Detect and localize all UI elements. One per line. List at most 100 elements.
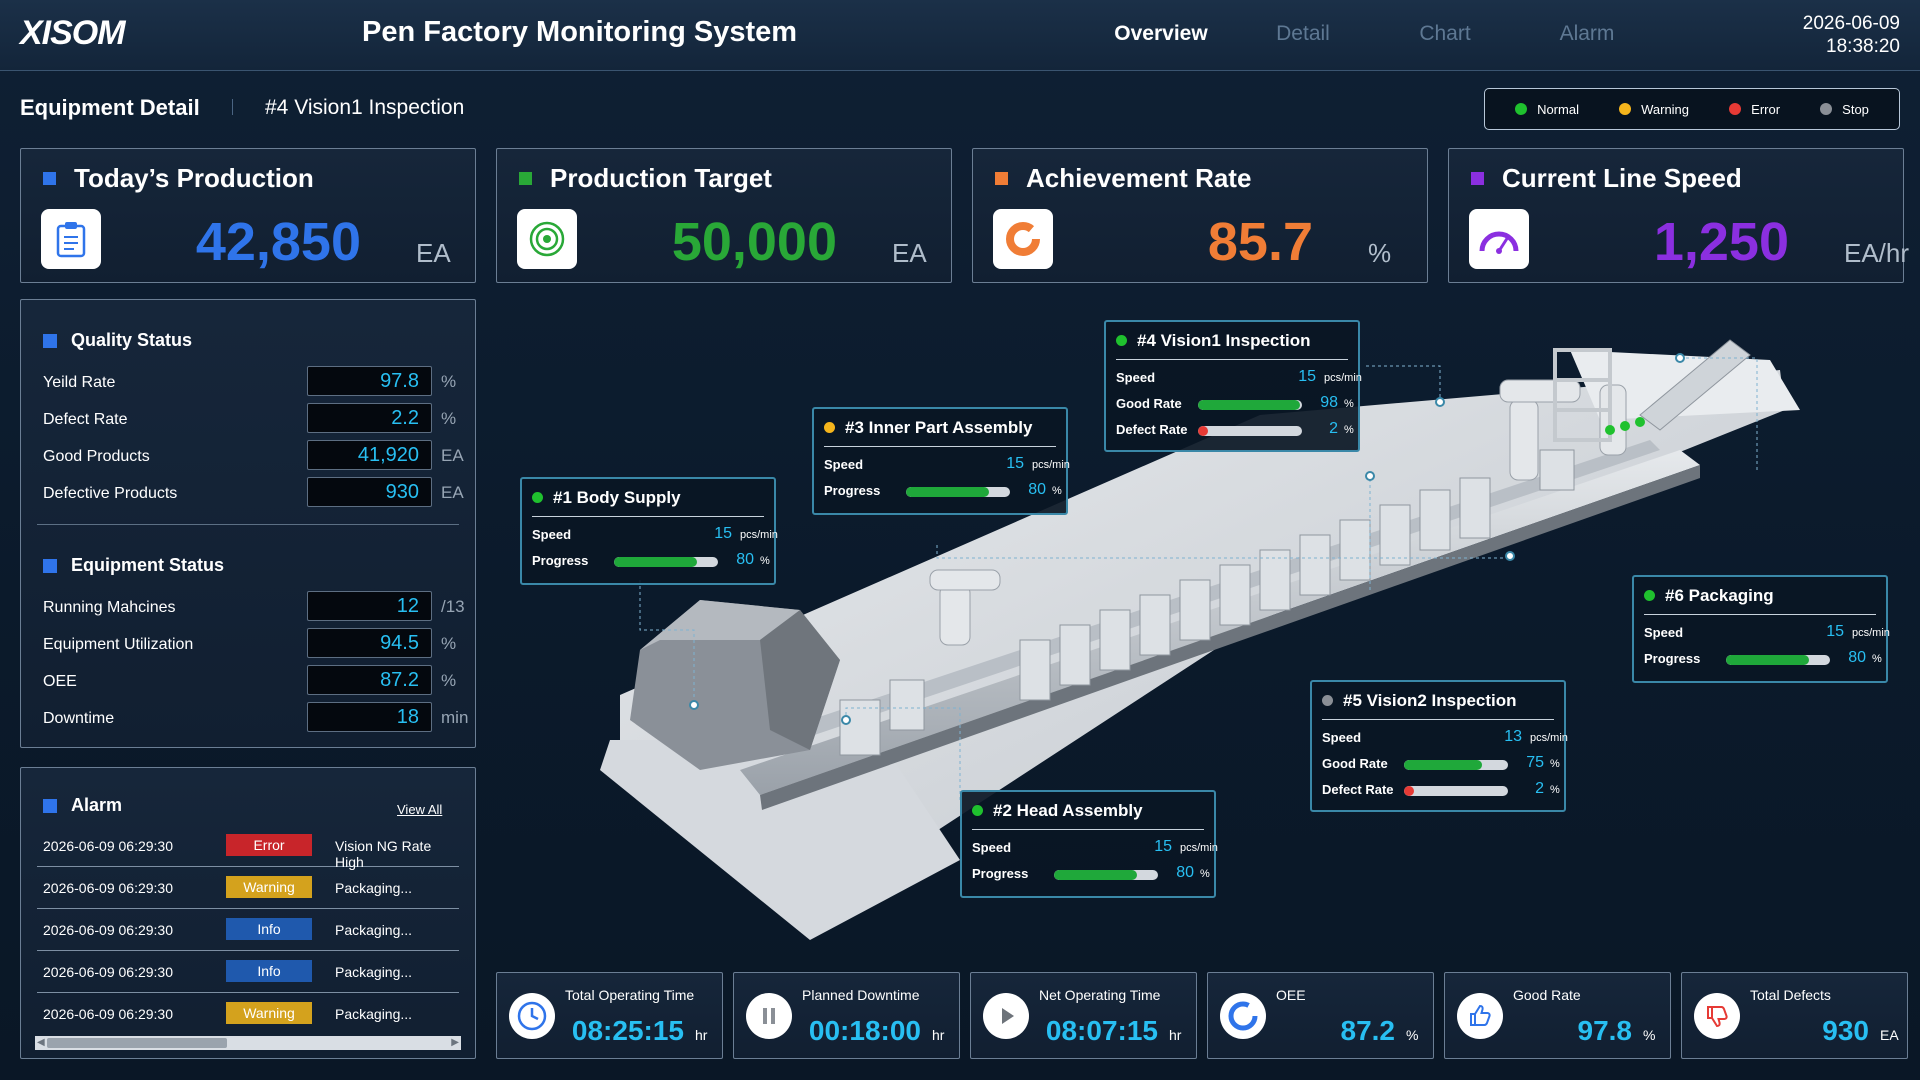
stat-defect-rate: Defect Rate 2.2 % — [43, 403, 463, 435]
progress-fill — [1054, 870, 1138, 880]
alarm-row[interactable]: 2026-06-09 06:29:30 Info Packaging... — [37, 951, 459, 993]
alarm-horizontal-scrollbar[interactable]: ◀ ▶ — [35, 1036, 461, 1050]
kpi-value: 50,000 — [671, 212, 837, 272]
brand-logo: XISOM — [20, 14, 126, 52]
scroll-right-icon[interactable]: ▶ — [451, 1037, 459, 1048]
station-callout-vision1-inspection[interactable]: #4 Vision1 Inspection Speed 15 pcs/min G… — [1104, 320, 1362, 452]
speed-row: Speed 15 pcs/min — [1116, 368, 1362, 385]
summary-net-operating-time: Net Operating Time 08:07:15 hr — [970, 972, 1197, 1059]
speed-value: 15 — [1298, 368, 1316, 385]
progress-row: Progress 80 % — [972, 864, 1210, 881]
status-dot-stop — [1322, 695, 1333, 706]
progress-row: Progress 80 % — [532, 551, 770, 568]
speed-row: Speed 15 pcs/min — [1644, 623, 1890, 640]
stat-downtime: Downtime 18 min — [43, 702, 468, 734]
nav-detail[interactable]: Detail — [1276, 22, 1330, 45]
breadcrumb-equipment: #4 Vision1 Inspection — [265, 96, 465, 119]
station-name: #5 Vision2 Inspection — [1343, 690, 1517, 710]
station-callout-packaging[interactable]: #6 Packaging Speed 15 pcs/min Progress 8… — [1632, 575, 1890, 683]
legend-error: Error — [1729, 102, 1780, 117]
alarm-row[interactable]: 2026-06-09 06:29:30 Info Packaging... — [37, 909, 459, 951]
pause-icon — [746, 993, 792, 1039]
speed-value: 15 — [1154, 838, 1172, 855]
stat-value: 97.8 — [307, 366, 432, 396]
station-name: #6 Packaging — [1665, 585, 1774, 605]
station-name: #2 Head Assembly — [993, 800, 1143, 820]
nav-alarm[interactable]: Alarm — [1559, 22, 1615, 45]
defect-rate-bar — [1404, 786, 1508, 796]
progress-value: 80 — [1176, 864, 1194, 881]
kpi-title: Achievement Rate — [1026, 163, 1252, 193]
good-rate-bar — [1198, 400, 1302, 410]
kpi-value: 85.7 — [1207, 212, 1313, 272]
defect-rate-value: 2 — [1329, 420, 1338, 437]
scroll-left-icon[interactable]: ◀ — [37, 1037, 45, 1048]
progress-value: 80 — [1848, 649, 1866, 666]
good-rate-bar — [1404, 760, 1508, 770]
app-title: Pen Factory Monitoring System — [362, 16, 798, 48]
alarm-row[interactable]: 2026-06-09 06:29:30 Warning Packaging... — [37, 867, 459, 909]
progress-fill — [1726, 655, 1810, 665]
stat-yield-rate: Yeild Rate 97.8 % — [43, 366, 463, 398]
equipment-status-title: Equipment Status — [43, 555, 224, 576]
breadcrumb-divider — [232, 99, 233, 115]
kpi-unit: % — [1368, 238, 1392, 268]
station-callout-body-supply[interactable]: #1 Body Supply Speed 15 pcs/min Progress… — [520, 477, 778, 585]
section-divider — [37, 524, 459, 525]
speed-value: 15 — [1826, 623, 1844, 640]
defect-rate-value: 2 — [1535, 780, 1544, 797]
production-line-illustration — [600, 339, 1800, 940]
status-legend: Normal Warning Error Stop — [1484, 88, 1900, 130]
view-all-link[interactable]: View All — [397, 802, 443, 817]
defect-rate-fill — [1404, 786, 1415, 796]
summary-planned-downtime: Planned Downtime 00:18:00 hr — [733, 972, 960, 1059]
status-dot-normal — [532, 492, 543, 503]
section-marker — [43, 333, 57, 348]
production-line-view[interactable]: #1 Body Supply Speed 15 pcs/min Progress… — [500, 300, 1900, 960]
summary-value: 08:07:15 — [1045, 1015, 1158, 1046]
defect-rate-row: Defect Rate 2 % — [1322, 780, 1560, 797]
station-name: #4 Vision1 Inspection — [1137, 330, 1311, 350]
progress-bar — [1054, 870, 1158, 880]
stat-value: 930 — [307, 477, 432, 507]
kpi-title: Today’s Production — [74, 163, 314, 193]
alarm-row[interactable]: 2026-06-09 06:29:30 Warning Packaging... — [37, 993, 459, 1035]
nav-overview[interactable]: Overview — [1114, 22, 1208, 45]
summary-value: 97.8 — [1577, 1015, 1633, 1046]
progress-fill — [906, 487, 990, 497]
thumbs-up-icon — [1457, 993, 1503, 1039]
legend-warning: Warning — [1619, 102, 1689, 117]
station-callout-inner-part-assembly[interactable]: #3 Inner Part Assembly Speed 15 pcs/min … — [812, 407, 1070, 515]
station-name: #1 Body Supply — [553, 487, 681, 507]
good-rate-row: Good Rate 75 % — [1322, 754, 1560, 771]
alarm-row[interactable]: 2026-06-09 06:29:30 Error Vision NG Rate… — [37, 825, 459, 870]
station-callout-vision2-inspection[interactable]: #5 Vision2 Inspection Speed 13 pcs/min G… — [1310, 680, 1568, 812]
alarm-panel: Alarm View All 2026-06-09 06:29:30 Error… — [20, 767, 476, 1059]
alarm-title: Alarm — [43, 795, 122, 816]
good-rate-fill — [1404, 760, 1482, 770]
stat-equipment-utilization: Equipment Utilization 94.5 % — [43, 628, 463, 660]
defect-rate-fill — [1198, 426, 1209, 436]
speed-value: 15 — [1006, 455, 1024, 472]
station-callout-head-assembly[interactable]: #2 Head Assembly Speed 15 pcs/min Progre… — [960, 790, 1218, 898]
summary-total-defects: Total Defects 930 EA — [1681, 972, 1908, 1059]
progress-row: Progress 80 % — [1644, 649, 1882, 666]
legend-dot-stop — [1820, 103, 1833, 115]
clock-icon — [509, 993, 555, 1039]
app-header: XISOM Pen Factory Monitoring System Over… — [0, 0, 1920, 71]
scrollbar-thumb[interactable] — [47, 1038, 227, 1048]
defect-rate-row: Defect Rate 2 % — [1116, 420, 1354, 437]
status-dot-normal — [1116, 335, 1127, 346]
stat-value: 18 — [307, 702, 432, 732]
progress-fill — [614, 557, 698, 567]
status-dot-normal — [1644, 590, 1655, 601]
speed-row: Speed 15 pcs/min — [824, 455, 1070, 472]
nav-chart[interactable]: Chart — [1419, 22, 1471, 45]
speed-value: 13 — [1504, 728, 1522, 745]
summary-good-rate: Good Rate 97.8 % — [1444, 972, 1671, 1059]
clipboard-icon — [41, 209, 101, 269]
ring-icon — [1220, 993, 1266, 1039]
stat-value: 94.5 — [307, 628, 432, 658]
kpi-marker — [519, 172, 532, 185]
kpi-unit: EA — [416, 238, 451, 268]
